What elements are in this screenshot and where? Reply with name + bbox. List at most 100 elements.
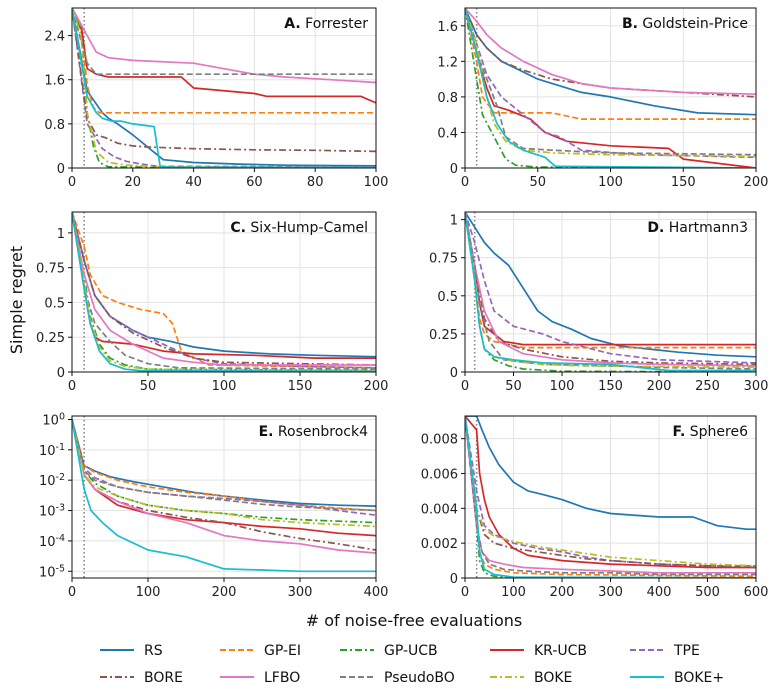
x-tick-label: 200	[647, 379, 672, 394]
x-tick-label: 20	[125, 175, 142, 190]
x-tick-label: 100	[598, 175, 623, 190]
panel-title: C. Six-Hump-Camel	[230, 220, 368, 236]
series-group	[465, 416, 756, 578]
x-tick-label: 100	[364, 175, 389, 190]
legend-item-pseudobo: PseudoBO	[340, 670, 455, 686]
panel-2: 0 50 100 150 200 0 0.4 0.8 1.2 1.6 B. Goldstein-Pr…	[437, 7, 769, 190]
legend-item-lfbo: LFBO	[220, 670, 300, 686]
series-line-rs	[465, 8, 756, 116]
x-tick-label: 150	[288, 379, 313, 394]
series-line-gp-ei	[465, 8, 756, 120]
x-tick-label: 0	[68, 379, 76, 394]
legend-label: GP-EI	[264, 643, 301, 659]
legend-item-gp-ei: GP-EI	[220, 643, 301, 659]
y-tick-label: 0.004	[421, 502, 458, 517]
series-line-gp-ucb	[72, 212, 376, 372]
series-line-lfbo	[72, 419, 376, 554]
series-line-rs	[465, 212, 756, 358]
series-line-gp-ei	[72, 212, 376, 369]
x-tick-label: 200	[550, 585, 575, 600]
x-tick-label: 100	[501, 585, 526, 600]
y-tick-label: 0	[450, 162, 458, 177]
panel-title: A. Forrester	[284, 16, 368, 32]
series-line-gp-ucb	[465, 212, 756, 372]
x-tick-label: 500	[695, 585, 720, 600]
y-tick-label: 0.25	[36, 331, 65, 346]
series-line-tpe	[72, 419, 376, 517]
x-tick-label: 50	[529, 175, 546, 190]
y-tick-label: 1.6	[437, 20, 458, 35]
series-line-tpe	[72, 8, 376, 168]
legend-item-bokeplus: BOKE+	[630, 670, 724, 686]
panel-5: 0 100 200 300 400 100 10-1 10-2 10-3 10-4 10-5 E. R…	[39, 411, 388, 600]
y-tick-label: 0.5	[437, 290, 458, 305]
series-line-bore	[72, 8, 376, 153]
series-group	[72, 212, 376, 372]
series-line-bokeplus	[465, 212, 756, 372]
y-tick-label: 1.2	[437, 55, 458, 70]
plot-frame	[71, 7, 377, 169]
x-tick-label: 150	[598, 379, 623, 394]
legend: RS GP-EI GP-UCB KR-UCB TPE BORE LFBO PseudoBO BO…	[100, 643, 724, 686]
panel-title: F. Sphere6	[672, 424, 748, 440]
y-tick-label: 1	[450, 214, 458, 229]
series-line-boke	[465, 8, 756, 158]
x-tick-label: 150	[671, 175, 696, 190]
series-line-lfbo	[465, 8, 756, 96]
series-line-pseudobo	[465, 416, 756, 576]
y-tick-label: 0	[57, 162, 65, 177]
x-tick-label: 60	[246, 175, 263, 190]
series-line-bore	[72, 419, 376, 551]
series-line-bore	[465, 416, 756, 569]
x-tick-label: 0	[68, 585, 76, 600]
y-tick-label: 0.25	[429, 328, 458, 343]
x-tick-label: 0	[461, 175, 469, 190]
y-tick-label: 0	[450, 572, 458, 587]
x-tick-label: 300	[288, 585, 313, 600]
series-group	[72, 8, 376, 168]
y-tick-label: 0.006	[421, 467, 458, 482]
panel-6: 0 100 200 300 400 500 600 0 0.002 0.004 0.006 0.008…	[421, 415, 769, 600]
x-tick-label: 200	[744, 175, 769, 190]
legend-item-kr-ucb: KR-UCB	[490, 643, 587, 659]
series-line-boke	[72, 8, 376, 168]
legend-label: GP-UCB	[384, 643, 438, 659]
y-tick-label: 0.75	[36, 262, 65, 277]
x-tick-label: 200	[212, 585, 237, 600]
legend-item-tpe: TPE	[630, 643, 700, 659]
y-tick-label: 10-4	[39, 533, 65, 550]
y-tick-label: 0.5	[44, 296, 65, 311]
y-tick-label: 0.8	[437, 91, 458, 106]
y-tick-label: 100	[42, 411, 65, 428]
series-line-gp-ucb	[72, 419, 376, 524]
series-group	[465, 212, 756, 372]
y-tick-label: 0.002	[421, 537, 458, 552]
series-line-kr-ucb	[465, 8, 756, 168]
x-tick-label: 80	[307, 175, 324, 190]
x-tick-label: 300	[744, 379, 769, 394]
y-tick-label: 10-5	[39, 563, 65, 580]
legend-label: RS	[144, 643, 163, 659]
series-line-tpe	[465, 8, 756, 159]
x-tick-label: 200	[364, 379, 389, 394]
series-line-boke	[465, 416, 756, 567]
legend-label: LFBO	[264, 670, 300, 686]
series-line-gp-ei	[72, 419, 376, 512]
legend-item-boke: BOKE	[490, 670, 572, 686]
y-tick-label: 10-3	[39, 503, 65, 520]
series-line-bokeplus	[465, 8, 756, 168]
x-axis-label: # of noise-free evaluations	[306, 611, 522, 630]
y-tick-label: 10-1	[39, 442, 65, 459]
series-line-rs	[72, 8, 376, 167]
series-line-gp-ucb	[72, 8, 376, 168]
legend-label: TPE	[673, 643, 700, 659]
y-tick-label: 1.6	[44, 74, 65, 89]
panel-title: E. Rosenbrock4	[259, 424, 368, 440]
panel-title: D. Hartmann3	[647, 220, 748, 236]
x-tick-label: 300	[598, 585, 623, 600]
series-line-bokeplus	[72, 419, 376, 573]
y-tick-label: 0.75	[429, 252, 458, 267]
y-tick-label: 0	[57, 366, 65, 381]
x-tick-label: 600	[744, 585, 769, 600]
